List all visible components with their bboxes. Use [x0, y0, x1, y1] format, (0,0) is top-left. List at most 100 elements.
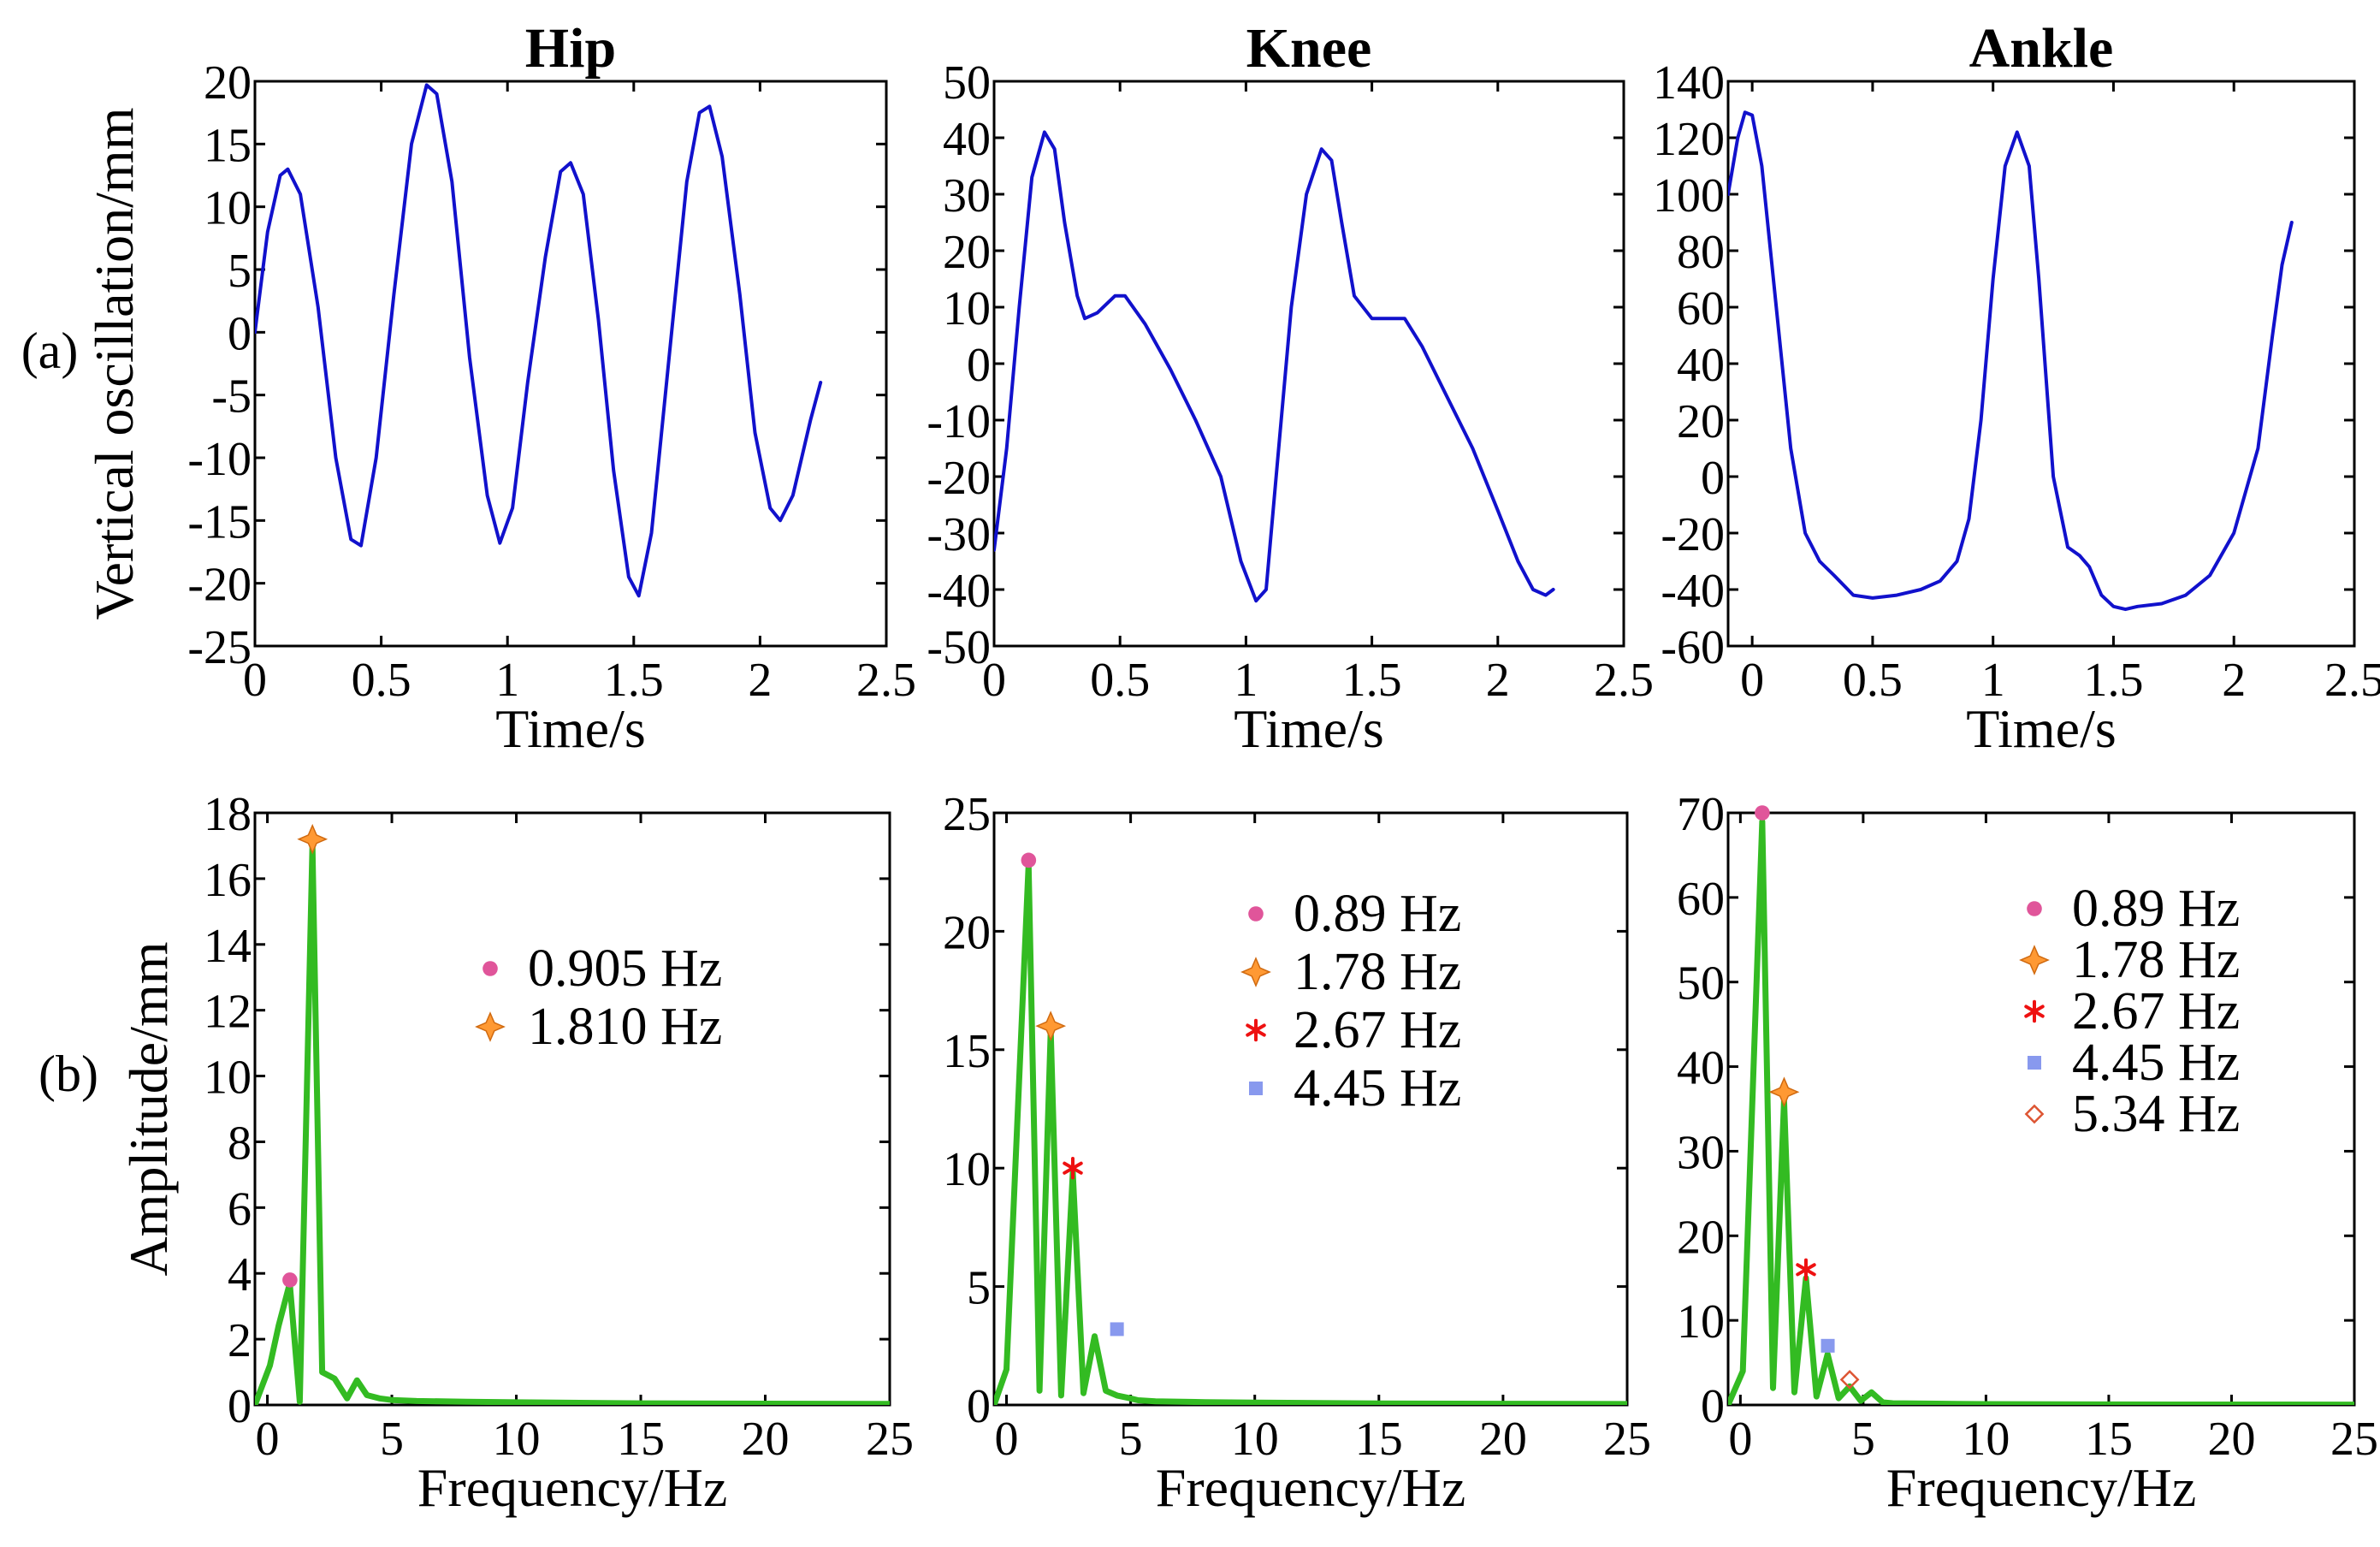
ankle-time-xtick-label: 1	[1981, 654, 2005, 707]
row-label-b: (b)	[38, 1046, 98, 1102]
ankle-spectrum-ytick-label: 50	[1677, 957, 1725, 1011]
knee-spectrum-legend-symbol	[1240, 957, 1271, 987]
hip-time-ytick-label: 15	[204, 119, 252, 172]
knee-time-ytick-label: 30	[943, 169, 991, 222]
hip-spectrum-legend-label: 1.810 Hz	[528, 998, 722, 1056]
hip-spectrum-ytick-label: 2	[228, 1314, 252, 1367]
knee-time-xtick-label: 1	[1234, 654, 1258, 707]
ankle-spectrum-legend-label: 0.89 Hz	[2072, 880, 2240, 938]
knee-time-xtick-label: 1.5	[1342, 654, 1402, 707]
hip-spectrum-xtick-label: 20	[742, 1413, 790, 1466]
knee-spectrum-xtick-label: 10	[1231, 1413, 1279, 1466]
knee-time-xtick-label: 0.5	[1090, 654, 1150, 707]
knee-spectrum-xtick-label: 15	[1355, 1413, 1403, 1466]
hip-spectrum-axes-frame	[253, 811, 891, 1407]
ankle-spectrum-ytick-label: 70	[1677, 788, 1725, 841]
knee-spectrum-xtick-label: 5	[1119, 1413, 1143, 1466]
ankle-time-ytick-label: 140	[1653, 56, 1725, 110]
ankle-time-ytick-label: 0	[1701, 452, 1725, 505]
hip-time-ytick-label: -25	[187, 621, 252, 674]
knee-spectrum-ytick-label: 25	[943, 788, 991, 841]
knee-time-ytick-label: -20	[927, 452, 991, 505]
ankle-time-ytick-label: 120	[1653, 113, 1725, 166]
ankle-spectrum-ytick-label: 20	[1677, 1211, 1725, 1264]
hip-spectrum-xtick-label: 5	[380, 1413, 404, 1466]
ankle-time-ytick-label: -40	[1661, 565, 1725, 618]
hip-time-ytick-label: -10	[187, 433, 252, 486]
ankle-spectrum-ytick-label: 40	[1677, 1042, 1725, 1095]
ankle-spectrum-legend-symbol	[2028, 1056, 2041, 1070]
hip-time-xtick-label: 1	[495, 654, 519, 707]
ankle-time-ytick-label: 20	[1677, 395, 1725, 448]
hip-spectrum-ylabel: Amplitude/mm	[118, 941, 179, 1276]
knee-time-ytick-label: -10	[927, 395, 991, 448]
ankle-spectrum-peak-marker	[1755, 805, 1770, 821]
ankle-spectrum-series-line	[1728, 818, 2354, 1405]
hip-spectrum-xlabel: Frequency/Hz	[417, 1457, 728, 1518]
hip-spectrum-series-line	[255, 842, 890, 1405]
ankle-spectrum-xtick-label: 20	[2207, 1413, 2255, 1466]
knee-time-axes-frame	[992, 80, 1625, 648]
hip-time-ytick-label: -20	[187, 559, 252, 612]
hip-time-xtick-label: 0	[243, 654, 267, 707]
hip-spectrum-legend-symbol	[483, 961, 498, 976]
knee-spectrum-series-line	[994, 862, 1627, 1405]
hip-spectrum-legend-symbol	[475, 1011, 506, 1042]
ankle-spectrum-legend-label: 5.34 Hz	[2072, 1085, 2240, 1143]
knee-time-ytick-label: -50	[927, 621, 991, 674]
knee-time-ytick-label: 10	[943, 282, 991, 335]
knee-spectrum-ytick-label: 15	[943, 1025, 991, 1078]
ankle-time-xtick-label: 2.5	[2324, 654, 2380, 707]
knee-time-ytick-label: 20	[943, 226, 991, 279]
hip-time-xtick-label: 2.5	[856, 654, 916, 707]
ankle-spectrum-ytick-label: 30	[1677, 1126, 1725, 1179]
hip-time-xtick-label: 1.5	[604, 654, 664, 707]
knee-spectrum-peak-marker	[1035, 1011, 1067, 1042]
knee-spectrum-ytick-label: 20	[943, 906, 991, 959]
hip-time-ytick-label: 10	[204, 182, 252, 235]
ankle-time-series-line	[1728, 110, 2294, 612]
ankle-spectrum-legend-symbol	[2024, 999, 2045, 1023]
ankle-spectrum-peak-marker	[1796, 1258, 1816, 1282]
ankle-spectrum-legend-symbol	[2024, 1104, 2045, 1124]
hip-spectrum-ytick-label: 10	[204, 1052, 252, 1105]
ankle-spectrum-xtick-label: 15	[2085, 1413, 2133, 1466]
knee-time-ytick-label: 0	[967, 339, 991, 392]
knee-spectrum-ytick-label: 5	[967, 1262, 991, 1315]
hip-spectrum-ytick-label: 18	[204, 788, 252, 841]
knee-spectrum-xtick-label: 25	[1603, 1413, 1651, 1466]
hip-spectrum-xtick-label: 0	[256, 1413, 280, 1466]
row-label-a: (a)	[21, 323, 79, 379]
hip-spectrum-xtick-label: 15	[617, 1413, 665, 1466]
knee-time-xtick-label: 0	[982, 654, 1006, 707]
hip-spectrum-ytick-label: 16	[204, 854, 252, 907]
knee-spectrum-xtick-label: 0	[995, 1413, 1019, 1466]
ankle-spectrum-ytick-label: 10	[1677, 1295, 1725, 1348]
ankle-spectrum-ytick-label: 60	[1677, 873, 1725, 926]
ankle-spectrum-legend-symbol	[2019, 945, 2050, 975]
knee-spectrum-legend-symbol	[1248, 906, 1264, 922]
knee-spectrum-legend-symbol	[1246, 1018, 1266, 1042]
ankle-spectrum-ytick-label: 0	[1701, 1380, 1725, 1433]
ankle-spectrum-legend-label: 1.78 Hz	[2072, 931, 2240, 989]
hip-spectrum-ytick-label: 0	[228, 1380, 252, 1433]
hip-spectrum-xtick-label: 10	[493, 1413, 541, 1466]
hip-time-ytick-label: -15	[187, 495, 252, 548]
knee-time-title: Knee	[1246, 17, 1372, 80]
ankle-time-xtick-label: 0	[1740, 654, 1764, 707]
hip-spectrum-ytick-label: 4	[228, 1248, 252, 1301]
ankle-time-xtick-label: 2	[2222, 654, 2246, 707]
knee-time-series-line	[994, 130, 1555, 603]
knee-spectrum-panel: 0 5 10 15 20 25 25 20 15 10 5 0 Frequency/Hz 0.89 Hz1…	[943, 788, 1651, 1518]
knee-time-xlabel: Time/s	[1234, 698, 1384, 759]
ankle-spectrum-legend-label: 2.67 Hz	[2072, 982, 2240, 1040]
ankle-time-ytick-label: 40	[1677, 339, 1725, 392]
ankle-time-ytick-label: 80	[1677, 226, 1725, 279]
hip-time-title: Hip	[525, 17, 616, 80]
ankle-time-xtick-label: 1.5	[2083, 654, 2143, 707]
knee-spectrum-legend-label: 2.67 Hz	[1294, 1001, 1461, 1059]
hip-time-ytick-label: 5	[228, 245, 252, 298]
hip-time-axes-frame	[253, 80, 888, 648]
hip-time-ylabel: Vertical oscillation/mm	[84, 108, 145, 620]
